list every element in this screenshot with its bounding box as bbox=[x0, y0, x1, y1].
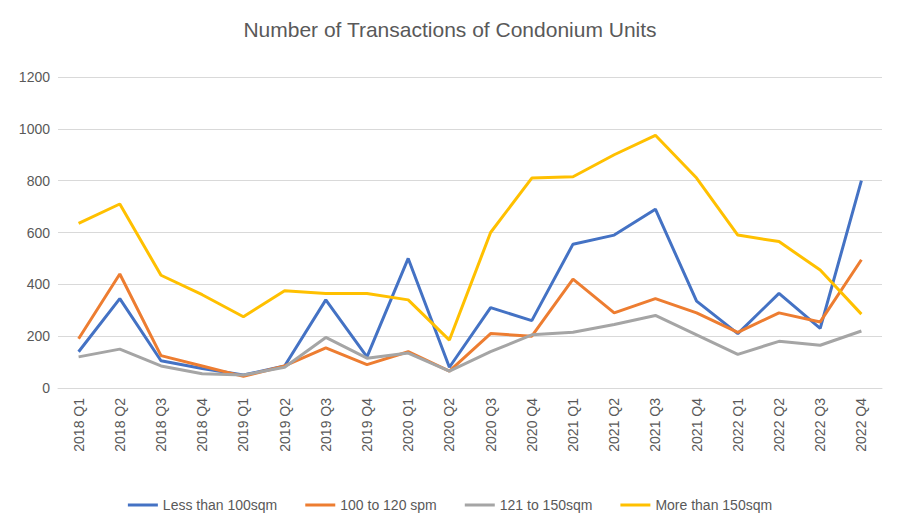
svg-text:2018 Q4: 2018 Q4 bbox=[194, 398, 210, 452]
svg-text:2021 Q1: 2021 Q1 bbox=[565, 398, 581, 452]
svg-text:More than 150sqm: More than 150sqm bbox=[655, 497, 772, 513]
svg-text:600: 600 bbox=[27, 225, 51, 241]
svg-text:2022 Q3: 2022 Q3 bbox=[812, 398, 828, 452]
svg-text:2019 Q4: 2019 Q4 bbox=[359, 398, 375, 452]
svg-text:2022 Q4: 2022 Q4 bbox=[853, 398, 869, 452]
svg-text:Number of Transactions of Cond: Number of Transactions of Condonium Unit… bbox=[243, 18, 656, 41]
svg-text:1200: 1200 bbox=[19, 69, 50, 85]
svg-text:2020 Q4: 2020 Q4 bbox=[524, 398, 540, 452]
svg-text:2019 Q2: 2019 Q2 bbox=[277, 398, 293, 452]
svg-text:2020 Q1: 2020 Q1 bbox=[400, 398, 416, 452]
svg-text:2019 Q3: 2019 Q3 bbox=[318, 398, 334, 452]
svg-text:800: 800 bbox=[27, 173, 51, 189]
svg-text:2020 Q2: 2020 Q2 bbox=[441, 398, 457, 452]
svg-text:1000: 1000 bbox=[19, 121, 50, 137]
svg-text:100 to 120 spm: 100 to 120 spm bbox=[340, 497, 437, 513]
svg-text:200: 200 bbox=[27, 328, 51, 344]
svg-text:2022 Q1: 2022 Q1 bbox=[730, 398, 746, 452]
svg-text:2021 Q3: 2021 Q3 bbox=[647, 398, 663, 452]
svg-text:2022 Q2: 2022 Q2 bbox=[771, 398, 787, 452]
svg-text:2018 Q2: 2018 Q2 bbox=[112, 398, 128, 452]
svg-text:2020 Q3: 2020 Q3 bbox=[483, 398, 499, 452]
svg-text:2021 Q4: 2021 Q4 bbox=[689, 398, 705, 452]
svg-text:2019 Q1: 2019 Q1 bbox=[235, 398, 251, 452]
svg-text:121 to 150sqm: 121 to 150sqm bbox=[500, 497, 593, 513]
svg-text:2018 Q1: 2018 Q1 bbox=[71, 398, 87, 452]
svg-text:Less than 100sqm: Less than 100sqm bbox=[163, 497, 277, 513]
svg-text:0: 0 bbox=[42, 380, 50, 396]
svg-text:2021 Q2: 2021 Q2 bbox=[606, 398, 622, 452]
svg-text:400: 400 bbox=[27, 276, 51, 292]
svg-text:2018 Q3: 2018 Q3 bbox=[153, 398, 169, 452]
